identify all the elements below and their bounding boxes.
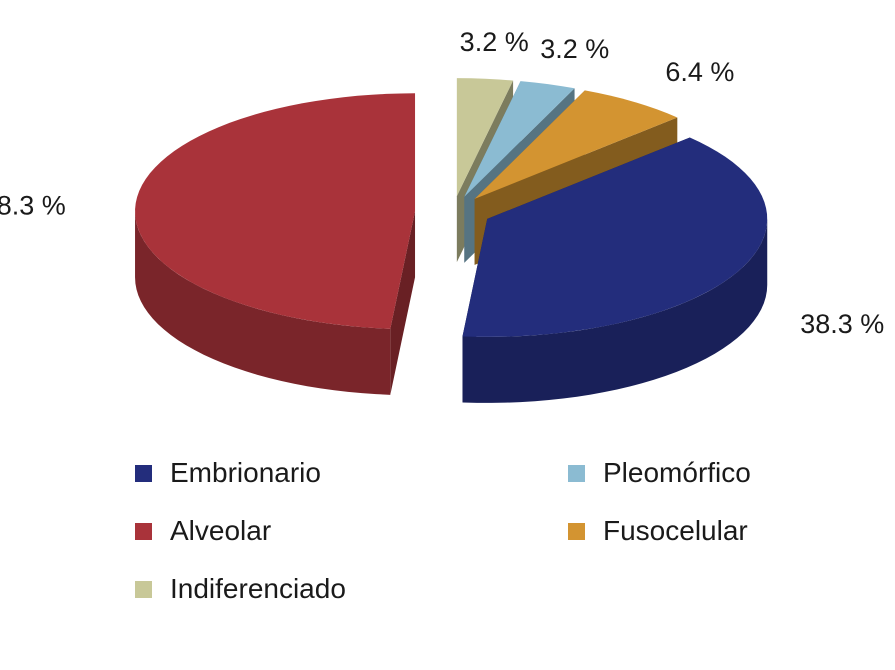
pie-slices: [135, 78, 768, 403]
slice-outer-wall-alveolar: [135, 211, 391, 395]
slice-top-fusocelular: [474, 90, 678, 199]
slice-wall-alveolar: [390, 211, 416, 395]
pie-value-labels: 3.2 % 3.2 % 6.4 % 38.3 % 48.3 %: [0, 27, 884, 339]
slice-alveolar: [135, 93, 416, 395]
value-label-indiferenciado: 3.2 %: [460, 27, 529, 57]
slice-top-indiferenciado: [456, 78, 514, 197]
value-label-alveolar: 48.3 %: [0, 190, 66, 220]
value-label-pleomorfico: 3.2 %: [540, 34, 609, 64]
slice-top-pleomorfico: [464, 81, 575, 197]
slice-top-embrionario: [462, 137, 768, 337]
slice-top-alveolar: [135, 93, 416, 329]
value-label-embrionario: 38.3 %: [800, 309, 884, 339]
slice-outer-wall-embrionario: [462, 218, 768, 403]
value-label-fusocelular: 6.4 %: [665, 57, 734, 87]
slice-embrionario: [462, 137, 768, 403]
